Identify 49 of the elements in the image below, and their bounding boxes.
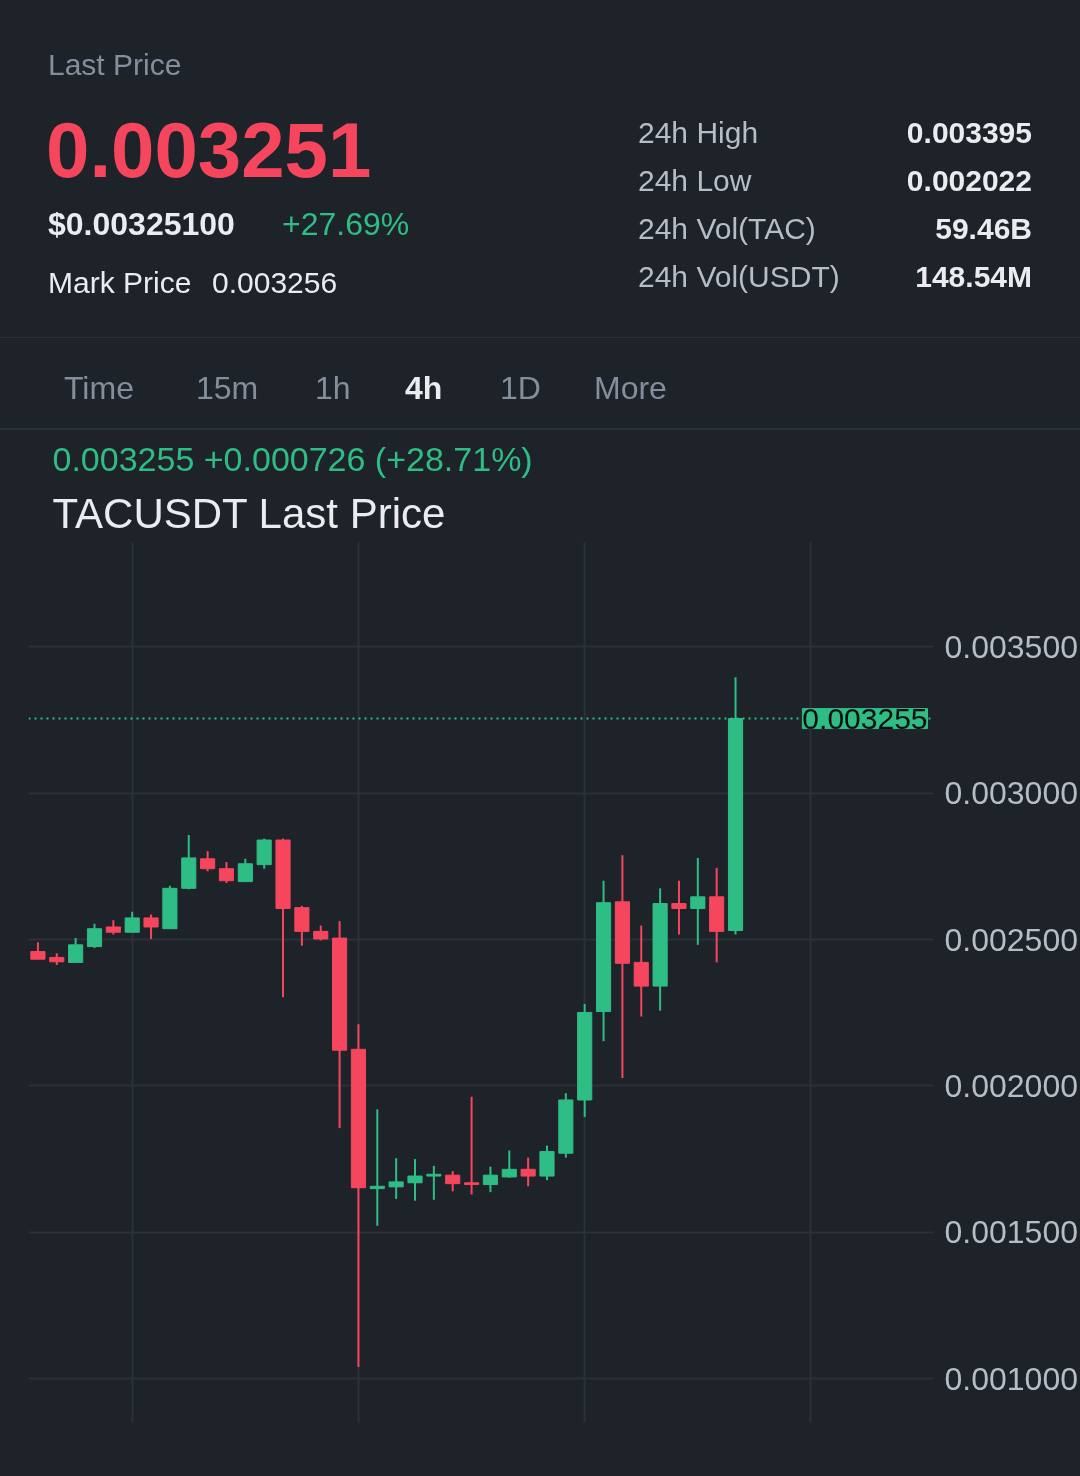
chart-subtitle: 0.003255 +0.000726 (+28.71%)	[52, 439, 533, 478]
text: $0.00325100	[48, 205, 235, 244]
y-tick-label: 0.003500	[944, 628, 1078, 665]
y-tick-label: 0.002500	[944, 921, 1078, 958]
text: 24h Vol(USDT)	[638, 259, 840, 295]
candlestick	[388, 1157, 404, 1200]
candlestick	[407, 1158, 423, 1202]
candlestick	[520, 1156, 536, 1188]
text: 24h High	[638, 115, 759, 151]
text: 0.003395	[906, 115, 1032, 151]
candlestick	[143, 913, 159, 940]
text: 0.002022	[906, 163, 1032, 199]
text: 59.46B	[935, 211, 1032, 247]
text: 24h Vol(TAC)	[638, 211, 816, 247]
y-tick-label: 0.003000	[944, 775, 1078, 812]
text: Time	[64, 369, 134, 408]
chart-title: TACUSDT Last Price	[52, 489, 446, 537]
text: More	[594, 369, 667, 408]
candlestick	[633, 924, 649, 1018]
candlestick	[482, 1165, 498, 1194]
candlestick	[501, 1149, 517, 1179]
text: 4h	[405, 369, 443, 408]
candlestick	[218, 861, 235, 885]
text: Mark Price	[48, 265, 192, 301]
text: 15m	[196, 369, 259, 408]
y-tick-label: 0.002000	[944, 1067, 1078, 1104]
candlestick	[294, 904, 310, 947]
candlestick	[445, 1170, 461, 1193]
candlestick	[369, 1108, 385, 1227]
text: Last Price	[48, 47, 182, 83]
y-tick-label: 0.001500	[944, 1214, 1078, 1251]
candlestick	[671, 879, 687, 936]
text: 1h	[315, 369, 351, 408]
candlestick	[68, 937, 84, 964]
candlestick	[200, 850, 216, 873]
candlestick	[464, 1095, 480, 1196]
text: 148.54M	[915, 259, 1032, 295]
candlestick	[237, 857, 253, 883]
candlestick	[690, 856, 706, 946]
y-tick-label: 0.001000	[944, 1360, 1078, 1397]
text: 1D	[500, 369, 541, 408]
text: 0.003256	[212, 265, 338, 301]
text: +27.69%	[282, 205, 410, 244]
candlestick	[124, 910, 140, 934]
ref-line-label: 0.003255	[802, 701, 928, 735]
candlestick	[426, 1164, 442, 1201]
text: 24h Low	[638, 163, 752, 199]
text: 0.003251	[46, 105, 372, 196]
candlestick	[86, 922, 103, 950]
